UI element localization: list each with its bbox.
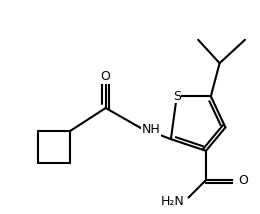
Text: H₂N: H₂N xyxy=(161,195,185,208)
Text: O: O xyxy=(238,174,248,187)
Text: NH: NH xyxy=(142,123,160,136)
Text: O: O xyxy=(101,70,110,83)
Text: S: S xyxy=(173,90,181,103)
